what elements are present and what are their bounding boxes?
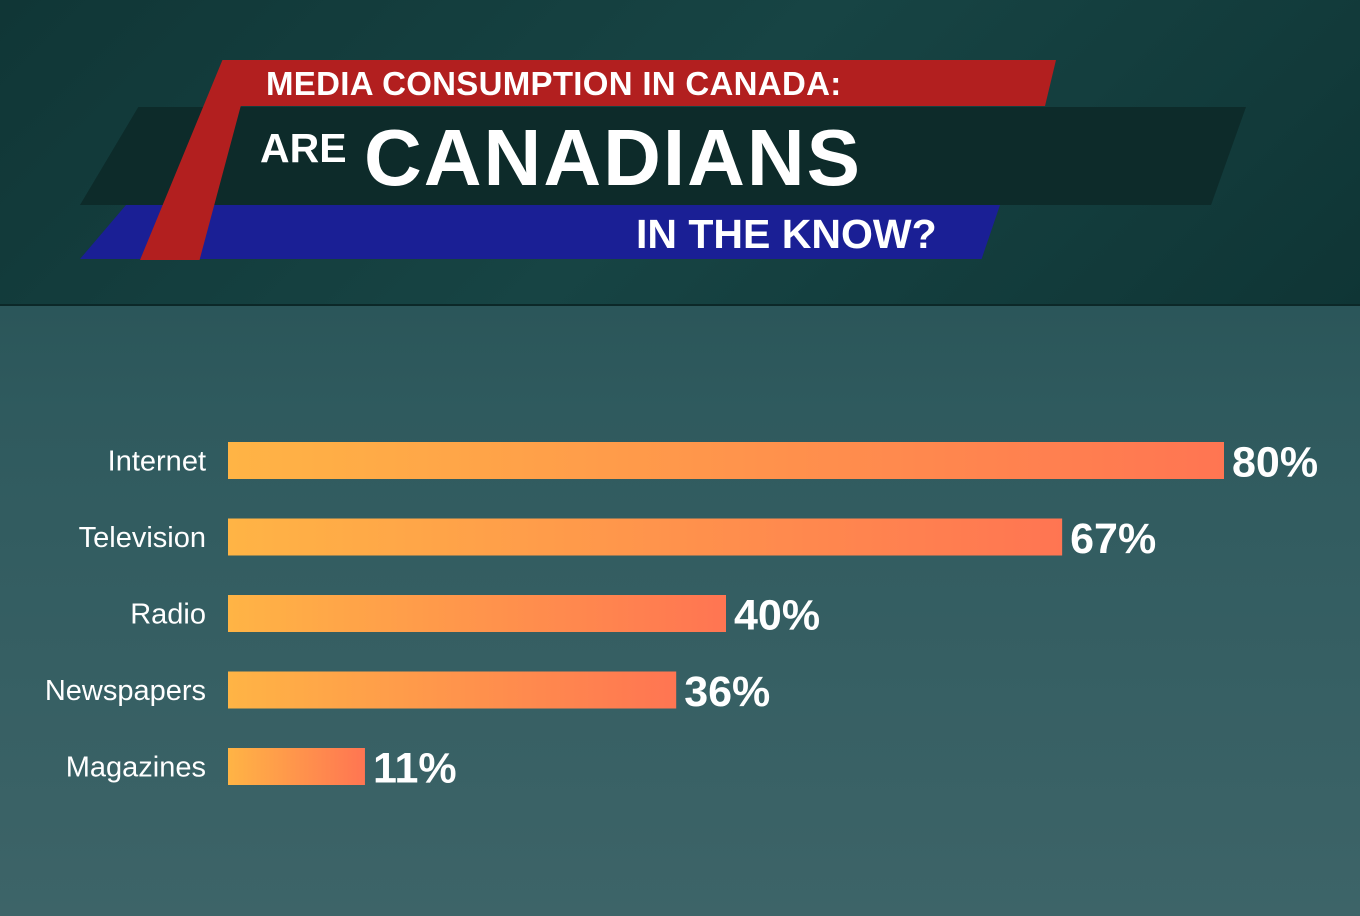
category-label-radio: Radio (130, 599, 206, 631)
banner-dark-stripe (80, 107, 1246, 205)
category-label-internet: Internet (108, 446, 206, 478)
header-divider (0, 304, 1360, 306)
header-banner: MEDIA CONSUMPTION IN CANADA: ARE CANADIA… (0, 0, 1360, 305)
media-consumption-bar-chart: Internet 80% Television 67% Radio 40% Newspape… (45, 439, 1318, 793)
value-label-radio: 40% (734, 592, 820, 640)
bar-internet (228, 442, 1224, 479)
category-label-magazines: Magazines (66, 752, 206, 784)
headline-line-1: MEDIA CONSUMPTION IN CANADA: (266, 65, 842, 102)
banner-blue-stripe (80, 205, 1000, 259)
category-label-newspapers: Newspapers (45, 675, 206, 707)
headline-canadians: CANADIANS (364, 113, 862, 202)
value-label-magazines: 11% (373, 745, 457, 793)
value-label-newspapers: 36% (684, 668, 770, 716)
bar-television (228, 518, 1063, 556)
value-label-internet: 80% (1232, 439, 1318, 487)
bar-radio (228, 595, 726, 632)
category-label-television: Television (79, 522, 206, 554)
value-label-television: 67% (1070, 515, 1156, 563)
bar-magazines (228, 748, 365, 785)
headline-are: ARE (260, 125, 347, 171)
bar-newspapers (228, 671, 677, 709)
headline-line-3: IN THE KNOW? (636, 211, 937, 257)
